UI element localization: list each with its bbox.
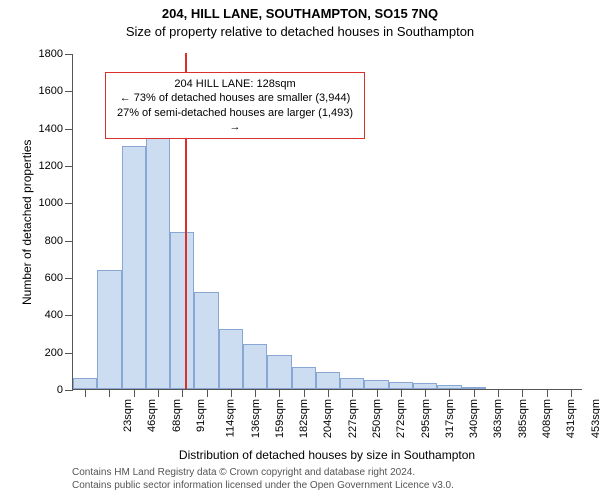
x-tick-label: 114sqm [225, 399, 237, 437]
histogram-bar [243, 344, 267, 389]
y-axis-label: Number of detached properties [20, 139, 34, 304]
y-tick [65, 203, 73, 204]
x-tick [158, 389, 159, 397]
y-tick-label: 1800 [39, 48, 63, 60]
x-tick-label: 453sqm [590, 399, 600, 438]
x-tick [207, 389, 208, 397]
x-tick [522, 389, 523, 397]
x-tick-label: 91sqm [195, 399, 207, 432]
x-tick [571, 389, 572, 397]
x-tick-label: 295sqm [420, 399, 432, 438]
property-info-box: 204 HILL LANE: 128sqm← 73% of detached h… [105, 72, 365, 139]
y-tick-label: 1200 [39, 160, 63, 172]
x-tick-label: 340sqm [468, 399, 480, 438]
y-tick-label: 0 [57, 384, 63, 396]
x-tick [401, 389, 402, 397]
x-tick [328, 389, 329, 397]
y-tick-label: 200 [45, 347, 63, 359]
x-tick [474, 389, 475, 397]
y-tick [65, 390, 73, 391]
histogram-bar [364, 380, 388, 389]
chart-container: 204, HILL LANE, SOUTHAMPTON, SO15 7NQ Si… [0, 0, 600, 500]
x-tick-label: 408sqm [541, 399, 553, 438]
y-tick-label: 400 [45, 309, 63, 321]
x-tick [377, 389, 378, 397]
histogram-bar [194, 292, 218, 389]
infobox-line2: ← 73% of detached houses are smaller (3,… [114, 91, 356, 105]
x-tick-label: 363sqm [493, 399, 505, 438]
x-tick [449, 389, 450, 397]
y-tick-label: 1000 [39, 197, 63, 209]
x-tick [134, 389, 135, 397]
x-tick-label: 227sqm [347, 399, 359, 438]
chart-subtitle: Size of property relative to detached ho… [0, 24, 600, 39]
x-tick [255, 389, 256, 397]
x-tick-label: 272sqm [395, 399, 407, 438]
y-tick [65, 54, 73, 55]
x-tick-label: 159sqm [274, 399, 286, 438]
histogram-bar [97, 270, 121, 389]
y-tick [65, 241, 73, 242]
y-tick-label: 1400 [39, 123, 63, 135]
x-tick-label: 431sqm [565, 399, 577, 438]
histogram-bar [146, 133, 170, 389]
x-tick-label: 23sqm [122, 399, 134, 432]
y-tick [65, 166, 73, 167]
footer-line-1: Contains HM Land Registry data © Crown c… [72, 466, 454, 479]
histogram-bar [389, 382, 413, 389]
y-tick [65, 353, 73, 354]
x-tick-label: 204sqm [323, 399, 335, 438]
chart-title: 204, HILL LANE, SOUTHAMPTON, SO15 7NQ [0, 6, 600, 21]
x-tick [547, 389, 548, 397]
histogram-bar [170, 232, 194, 389]
y-tick-label: 600 [45, 272, 63, 284]
x-tick [231, 389, 232, 397]
x-axis-label: Distribution of detached houses by size … [72, 448, 582, 462]
plot-area: 02004006008001000120014001600180023sqm46… [72, 54, 582, 390]
x-tick-label: 46sqm [146, 399, 158, 432]
x-tick-label: 317sqm [444, 399, 456, 438]
x-tick [182, 389, 183, 397]
y-tick [65, 278, 73, 279]
y-tick [65, 315, 73, 316]
histogram-bar [316, 372, 340, 389]
x-tick-label: 385sqm [517, 399, 529, 438]
x-tick [425, 389, 426, 397]
x-tick [304, 389, 305, 397]
footer-line-2: Contains public sector information licen… [72, 479, 454, 492]
y-tick-label: 800 [45, 235, 63, 247]
x-tick [279, 389, 280, 397]
y-tick [65, 91, 73, 92]
footer-attribution: Contains HM Land Registry data © Crown c… [72, 466, 454, 492]
histogram-bar [292, 367, 316, 389]
y-tick [65, 129, 73, 130]
histogram-bar [122, 146, 146, 389]
histogram-bar [340, 378, 364, 389]
histogram-bar [73, 378, 97, 389]
plot-area-wrap: 02004006008001000120014001600180023sqm46… [72, 54, 582, 390]
y-tick-label: 1600 [39, 85, 63, 97]
infobox-line1: 204 HILL LANE: 128sqm [114, 77, 356, 91]
x-tick [109, 389, 110, 397]
x-tick-label: 68sqm [171, 399, 183, 432]
x-tick [85, 389, 86, 397]
histogram-bar [219, 329, 243, 389]
histogram-bar [267, 355, 291, 389]
x-tick [498, 389, 499, 397]
x-tick [352, 389, 353, 397]
infobox-line3: 27% of semi-detached houses are larger (… [114, 106, 356, 135]
x-tick-label: 182sqm [298, 399, 310, 438]
x-tick-label: 250sqm [371, 399, 383, 438]
x-tick-label: 136sqm [250, 399, 262, 438]
